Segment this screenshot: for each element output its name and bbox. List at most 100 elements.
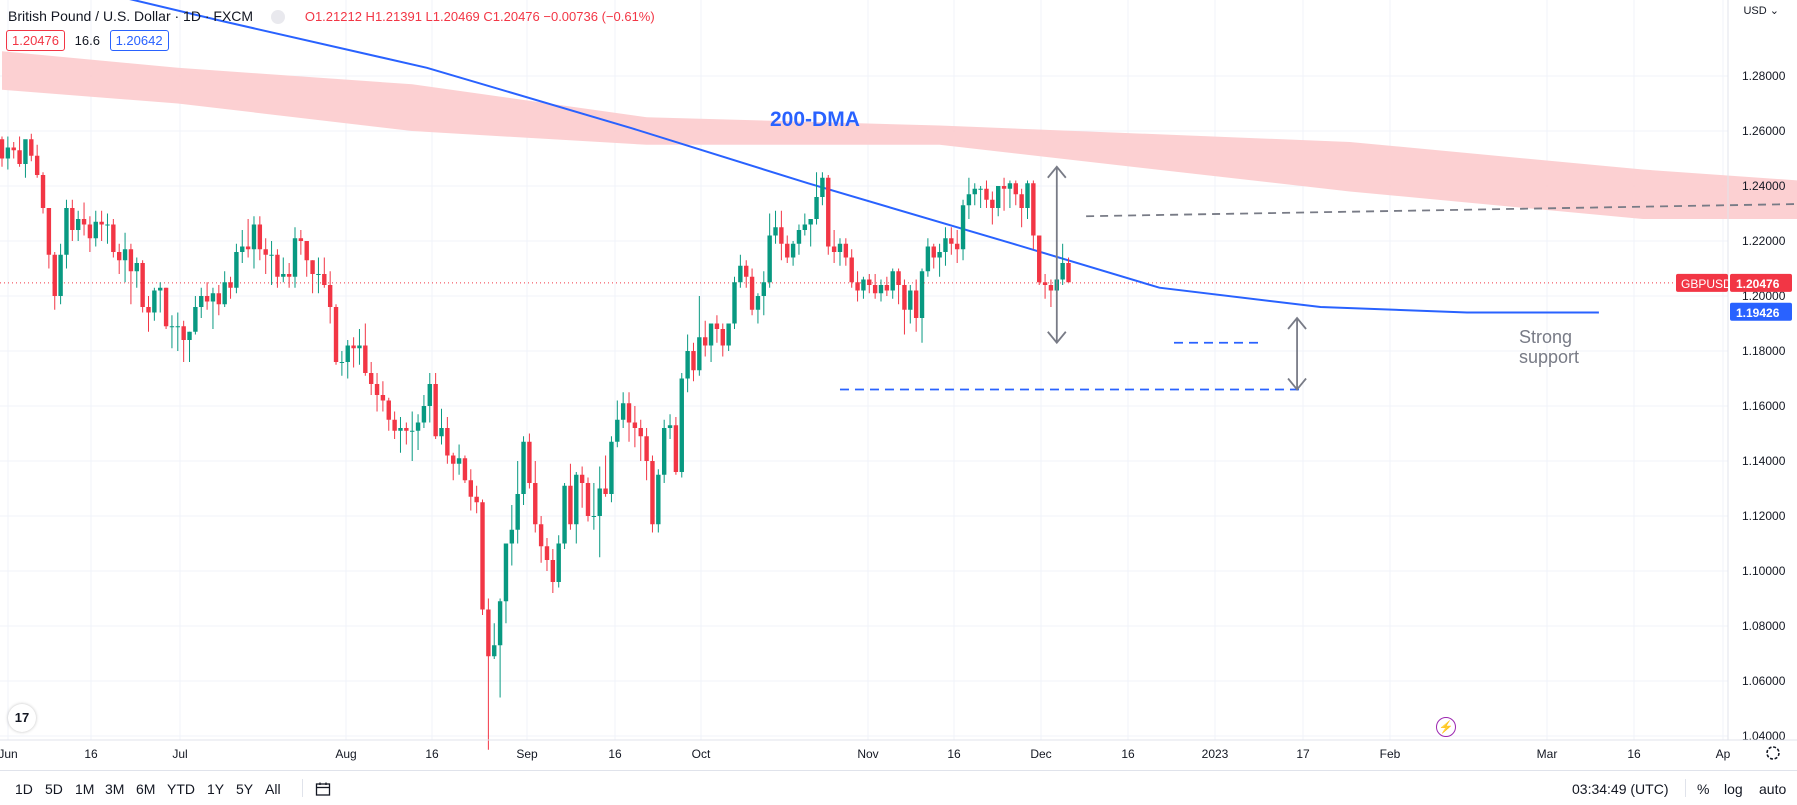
calendar-range-icon[interactable] [315, 781, 331, 800]
candle-body[interactable] [111, 224, 116, 253]
candle-body[interactable] [544, 546, 550, 560]
candle-body[interactable] [439, 428, 444, 437]
timeframe-all[interactable]: All [265, 781, 281, 797]
candle-body[interactable] [843, 243, 849, 258]
candle-body[interactable] [533, 483, 538, 525]
candle-body[interactable] [257, 224, 263, 250]
candle-body[interactable] [925, 246, 931, 272]
candle-body[interactable] [720, 329, 725, 346]
candle-body[interactable] [650, 461, 655, 525]
candle-body[interactable] [357, 345, 362, 349]
candle-body[interactable] [445, 428, 450, 456]
candle-body[interactable] [1019, 194, 1024, 208]
candle-body[interactable] [1048, 285, 1054, 291]
candle-body[interactable] [17, 150, 22, 164]
candle-body[interactable] [550, 560, 556, 582]
candle-body[interactable] [831, 246, 837, 253]
candle-body[interactable] [310, 260, 315, 274]
bid-price-box[interactable]: 1.20476 [6, 30, 65, 51]
candle-body[interactable] [93, 221, 98, 239]
candle-body[interactable] [949, 238, 954, 244]
candle-body[interactable] [697, 337, 702, 371]
candle-body[interactable] [492, 645, 497, 657]
candle-body[interactable] [1037, 235, 1042, 283]
timeframe-1m[interactable]: 1M [75, 781, 95, 797]
candle-body[interactable] [286, 274, 292, 277]
candle-body[interactable] [814, 197, 819, 219]
candle-body[interactable] [509, 529, 515, 544]
candle-body[interactable] [245, 246, 251, 250]
candle-body[interactable] [199, 296, 204, 307]
candle-body[interactable] [562, 485, 567, 544]
candle-body[interactable] [960, 205, 966, 250]
candle-body[interactable] [181, 326, 186, 340]
candle-body[interactable] [140, 263, 145, 307]
candle-body[interactable] [919, 271, 925, 318]
candle-body[interactable] [29, 139, 34, 156]
candle-body[interactable] [714, 323, 720, 330]
candle-body[interactable] [1025, 183, 1030, 208]
candle-body[interactable] [990, 199, 995, 208]
candle-body[interactable] [620, 403, 626, 420]
log-scale-toggle[interactable]: log [1724, 781, 1743, 797]
candle-body[interactable] [52, 254, 57, 296]
candle-body[interactable] [81, 219, 87, 225]
candle-body[interactable] [679, 378, 684, 473]
candle-body[interactable] [996, 186, 1001, 208]
candle-body[interactable] [210, 293, 216, 302]
lightning-icon[interactable]: ⚡ [1436, 717, 1456, 737]
candle-body[interactable] [345, 345, 350, 363]
candle-body[interactable] [175, 326, 180, 328]
candle-body[interactable] [46, 208, 52, 255]
candle-body[interactable] [632, 422, 638, 429]
visibility-eye-icon[interactable] [270, 10, 285, 25]
candle-body[interactable] [474, 496, 479, 503]
candle-body[interactable] [1066, 263, 1071, 283]
candle-body[interactable] [5, 147, 11, 159]
candle-body[interactable] [1001, 186, 1007, 189]
candle-body[interactable] [556, 543, 561, 583]
candle-body[interactable] [187, 331, 192, 340]
candle-body[interactable] [796, 230, 802, 244]
candle-body[interactable] [615, 419, 620, 442]
candle-body[interactable] [878, 285, 884, 294]
candle-body[interactable] [673, 425, 679, 472]
candle-body[interactable] [855, 282, 860, 291]
candle-body[interactable] [363, 345, 368, 374]
candle-body[interactable] [667, 425, 673, 428]
candle-body[interactable] [298, 238, 304, 241]
candle-body[interactable] [521, 441, 526, 494]
candle-body[interactable] [23, 139, 28, 164]
candle-body[interactable] [339, 362, 345, 363]
timeframe-5y[interactable]: 5Y [236, 781, 254, 797]
candle-body[interactable] [386, 400, 391, 420]
candle-body[interactable] [134, 263, 139, 272]
candle-body[interactable] [644, 436, 649, 461]
timeframe-3m[interactable]: 3M [105, 781, 125, 797]
candle-body[interactable] [216, 293, 222, 305]
candle-body[interactable] [204, 296, 210, 302]
candle-body[interactable] [275, 254, 280, 277]
candle-body[interactable] [456, 458, 462, 464]
candle-body[interactable] [468, 480, 473, 497]
candle-body[interactable] [228, 282, 233, 288]
candle-body[interactable] [943, 238, 948, 252]
candle-body[interactable] [421, 406, 427, 423]
candle-body[interactable] [978, 188, 983, 190]
candle-body[interactable] [34, 155, 40, 175]
candle-body[interactable] [263, 249, 268, 255]
timeframe-1d[interactable]: 1D [15, 781, 33, 797]
candle-body[interactable] [462, 458, 468, 481]
percent-scale-toggle[interactable]: % [1697, 781, 1710, 797]
candle-body[interactable] [732, 282, 737, 324]
candle-body[interactable] [972, 188, 977, 195]
candle-body[interactable] [802, 224, 808, 231]
candle-body[interactable] [872, 285, 878, 294]
candle-body[interactable] [749, 276, 755, 310]
candle-body[interactable] [691, 351, 696, 371]
candle-body[interactable] [890, 271, 895, 291]
candle-body[interactable] [152, 290, 157, 313]
candle-body[interactable] [638, 428, 643, 437]
timeframe-ytd[interactable]: YTD [167, 781, 195, 797]
candle-body[interactable] [755, 296, 761, 310]
